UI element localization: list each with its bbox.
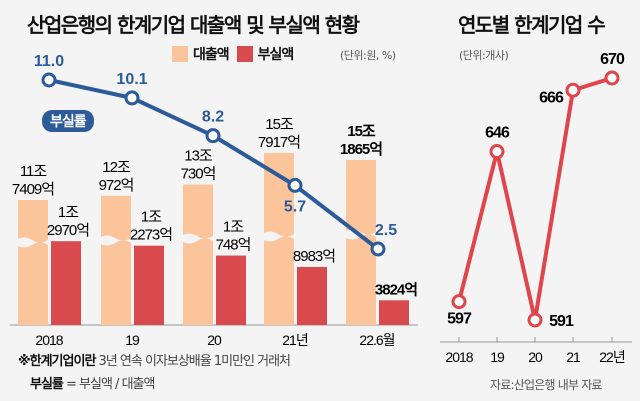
right-x-tick-label: 20 xyxy=(528,349,543,365)
rate-point xyxy=(41,72,57,88)
loan-label-line2: 972억 xyxy=(99,177,134,194)
rate-line xyxy=(48,78,380,251)
count-label: 646 xyxy=(485,125,510,142)
bar-loan xyxy=(101,195,131,325)
x-tick-label: 21년 xyxy=(282,332,308,348)
count-point xyxy=(565,82,581,98)
rate-label: 11.0 xyxy=(34,53,64,70)
axis-break-mark xyxy=(99,235,131,246)
loan-label-line2: 730억 xyxy=(181,166,216,183)
rate-point xyxy=(370,241,386,257)
loan-label-line2: 7917억 xyxy=(258,134,300,151)
count-point xyxy=(489,144,505,160)
legend-label-bad: 부실액 xyxy=(257,47,295,63)
count-label: 591 xyxy=(549,313,574,330)
note-rate-formula: = 부실액 / 대출액 xyxy=(62,377,155,392)
bar-bad xyxy=(297,266,327,325)
x-tick-label: 20 xyxy=(207,332,222,348)
bad-label-line2: 2273억 xyxy=(130,227,172,244)
bad-label-line2: 748억 xyxy=(216,237,251,254)
bar-bad xyxy=(216,255,246,325)
left-chart-title: 산업은행의 한계기업 대출액 및 부실액 현황 xyxy=(27,13,360,37)
bad-label-line1: 1조 xyxy=(141,209,162,226)
rate-label: 2.5 xyxy=(375,222,397,239)
left-unit: (단위:원, %) xyxy=(340,49,396,62)
right-unit: (단위:개사) xyxy=(459,49,509,62)
rate-label: 8.2 xyxy=(202,109,224,126)
loan-label-line1: 15조 xyxy=(347,123,376,140)
count-point xyxy=(527,312,543,328)
legend-label-loan: 대출액 xyxy=(193,47,230,63)
axis-break-mark xyxy=(181,233,213,244)
right-x-tick-label: 19 xyxy=(490,349,505,365)
bar-loan xyxy=(183,184,213,325)
right-x-tick-label: 22년 xyxy=(599,349,625,365)
legend: 대출액 부실액 xyxy=(172,44,295,64)
loan-label-line1: 15조 xyxy=(265,116,294,133)
count-point xyxy=(451,294,467,310)
loan-label-line2: 7409억 xyxy=(12,181,54,198)
rate-label: 5.7 xyxy=(284,198,306,215)
bad-label-line2: 3824억 xyxy=(375,280,417,298)
loan-label-line1: 13조 xyxy=(184,148,213,165)
right-x-tick-label: 21 xyxy=(566,349,581,365)
rate-point xyxy=(287,177,303,193)
bar-bad xyxy=(51,241,81,325)
bad-label-line1: 1조 xyxy=(223,219,244,236)
count-point xyxy=(604,70,620,86)
count-label: 670 xyxy=(600,51,625,68)
loan-label-line1: 12조 xyxy=(102,159,131,176)
bar-loan xyxy=(18,200,48,325)
legend-swatch-bad xyxy=(236,46,253,62)
rate-point xyxy=(205,128,221,144)
right-chart-title: 연도별 한계기업 수 xyxy=(458,13,606,37)
x-tick-label: 22.6월 xyxy=(359,332,394,348)
right-x-tick-label: 2018 xyxy=(445,349,473,365)
x-tick-label: 19 xyxy=(125,332,140,348)
bar-bad xyxy=(134,245,164,325)
rate-point xyxy=(124,90,140,106)
rate-label: 10.1 xyxy=(116,71,147,88)
legend-swatch-loan xyxy=(172,46,188,62)
note-definition: 3년 연속 이자보상배율 1미만인 거래처 xyxy=(95,354,291,369)
bar-bad xyxy=(379,300,409,325)
loan-label-line1: 11조 xyxy=(20,163,48,180)
count-line xyxy=(457,76,613,321)
bad-label-line2: 2970억 xyxy=(47,222,89,239)
note-line2: 부실률 = 부실액 / 대출액 xyxy=(30,373,155,392)
axis-break-mark xyxy=(16,237,48,248)
rate-badge: 부실률 xyxy=(42,110,94,132)
count-label: 666 xyxy=(539,89,564,106)
source-note: 자료:산업은행 내부 자료 xyxy=(490,378,602,392)
bad-label-line1: 1조 xyxy=(58,204,79,221)
axis-break-mark xyxy=(262,231,294,242)
bad-label-line2: 8983억 xyxy=(293,248,335,265)
loan-label-line2: 1865억 xyxy=(340,140,382,158)
x-tick-label: 2018 xyxy=(35,332,63,348)
count-label: 597 xyxy=(447,311,472,328)
note-line1: ※한계기업이란 3년 연속 이자보상배율 1미만인 거래처 xyxy=(18,350,291,369)
note-rate-term: 부실률 xyxy=(30,377,64,392)
note-term: ※한계기업이란 xyxy=(18,354,96,369)
